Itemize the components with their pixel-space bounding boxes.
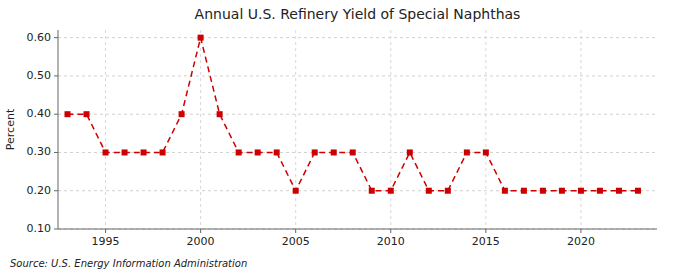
y-tick: [54, 37, 58, 38]
marker: [616, 188, 622, 194]
y-grid-line: [58, 37, 657, 38]
y-tick: [54, 152, 58, 153]
marker: [103, 149, 109, 155]
marker: [597, 188, 603, 194]
x-tick-label: 2000: [187, 235, 215, 248]
y-tick-label: 0.30: [27, 145, 52, 158]
marker: [521, 188, 527, 194]
marker: [559, 188, 565, 194]
marker: [483, 149, 489, 155]
y-tick: [54, 229, 58, 230]
grid: [58, 30, 657, 229]
y-tick: [54, 114, 58, 115]
marker: [255, 149, 261, 155]
marker: [141, 149, 147, 155]
marker: [65, 111, 71, 117]
y-grid-line: [58, 114, 657, 115]
marker: [388, 188, 394, 194]
x-tick-label: 1995: [92, 235, 120, 248]
y-axis-label: Percent: [4, 108, 17, 150]
chart-svg: 0.10 0.20 0.30 0.40 0.50 0.60 1995 2000 2005 2010…: [0, 0, 675, 275]
y-tick-label: 0.10: [27, 222, 52, 235]
marker: [160, 149, 166, 155]
y-grid-line: [58, 229, 657, 230]
data-group: [65, 35, 641, 194]
y-grid-line: [58, 190, 657, 191]
x-grid-line: [485, 30, 486, 229]
y-tick-label: 0.60: [27, 31, 52, 44]
x-tick-label: 2005: [282, 235, 310, 248]
chart-container: 0.10 0.20 0.30 0.40 0.50 0.60 1995 2000 2005 2010…: [0, 0, 675, 275]
marker: [502, 188, 508, 194]
y-tick: [54, 75, 58, 76]
y-tick-label: 0.40: [27, 107, 52, 120]
x-tick: [295, 229, 296, 233]
marker: [407, 149, 413, 155]
x-grid-line: [295, 30, 296, 229]
marker: [236, 149, 242, 155]
marker: [635, 188, 641, 194]
marker: [464, 149, 470, 155]
annotation: Source: U.S. Energy Information Administ…: [10, 258, 247, 269]
y-tick-label: 0.50: [27, 69, 52, 82]
x-tick: [105, 229, 106, 233]
marker: [293, 188, 299, 194]
axes: 0.10 0.20 0.30 0.40 0.50 0.60 1995 2000 2005 2010…: [27, 30, 658, 248]
y-tick-label: 0.20: [27, 184, 52, 197]
marker: [331, 149, 337, 155]
marker: [274, 149, 280, 155]
marker: [122, 149, 128, 155]
line: [68, 38, 638, 191]
title: Annual U.S. Refinery Yield of Special Na…: [195, 6, 521, 22]
y-tick: [54, 190, 58, 191]
marker: [312, 149, 318, 155]
marker: [426, 188, 432, 194]
x-tick-label: 2020: [567, 235, 595, 248]
x-tick: [580, 229, 581, 233]
y-grid-line: [58, 75, 657, 76]
marker: [369, 188, 375, 194]
marker: [445, 188, 451, 194]
x-tick: [200, 229, 201, 233]
x-grid-line: [200, 30, 201, 229]
marker: [179, 111, 185, 117]
x-tick-label: 2010: [377, 235, 405, 248]
marker: [540, 188, 546, 194]
marker: [350, 149, 356, 155]
x-tick-label: 2015: [472, 235, 500, 248]
marker: [578, 188, 584, 194]
x-grid-line: [580, 30, 581, 229]
background: [0, 0, 675, 275]
x-tick: [485, 229, 486, 233]
marker: [217, 111, 223, 117]
x-grid-line: [390, 30, 391, 229]
x-axis-line: [58, 229, 657, 230]
x-tick: [390, 229, 391, 233]
marker: [84, 111, 90, 117]
x-grid-line: [105, 30, 106, 229]
y-axis-line: [58, 30, 59, 229]
marker: [198, 35, 204, 41]
